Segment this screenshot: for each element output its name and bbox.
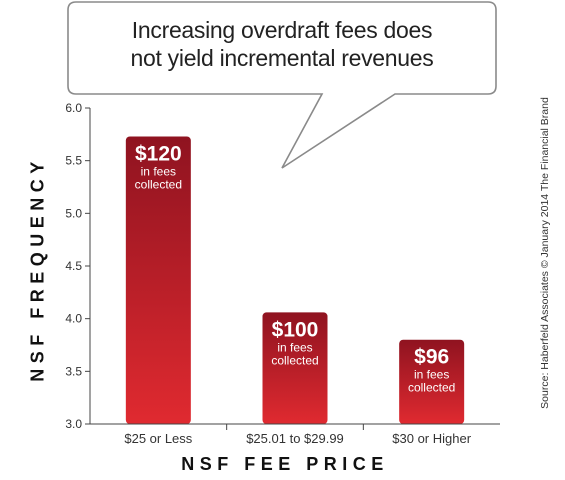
bar-label-text: in fees [277,340,312,354]
x-axis-title: NSF FEE PRICE [181,454,389,474]
bar-label-text: collected [408,381,455,395]
y-tick-label: 5.0 [65,206,82,220]
chart-title-line-1: Increasing overdraft fees does [131,17,433,43]
bar [125,136,191,424]
chart-title: Increasing overdraft fees does not yield… [72,16,492,72]
y-tick-label: 4.5 [65,259,82,273]
bar-value-label: $120 [135,142,182,165]
bar-label-text: collected [271,353,318,367]
chart-title-line-2: not yield incremental revenues [130,45,434,71]
bar-value-label: $96 [414,346,449,369]
bar-label-text: in fees [414,368,449,382]
callout-bubble [67,1,497,169]
y-tick-label: 3.0 [65,417,82,431]
source-note: Source: Haberfeld Associates © January 2… [539,97,551,409]
y-tick-label: 5.5 [65,154,82,168]
bar-value-label: $100 [272,318,319,341]
x-tick-label: $30 or Higher [392,431,471,446]
x-tick-label: $25.01 to $29.99 [246,431,344,446]
x-tick-label: $25 or Less [124,431,192,446]
y-tick-label: 4.0 [65,312,82,326]
bar-label-text: in fees [141,164,176,178]
y-tick-label: 3.5 [65,364,82,378]
y-axis-title: NSF FREQUENCY [27,156,48,382]
y-tick-label: 6.0 [65,101,82,115]
bar [262,312,328,424]
bar-label-text: collected [135,177,182,191]
bar [399,339,465,424]
